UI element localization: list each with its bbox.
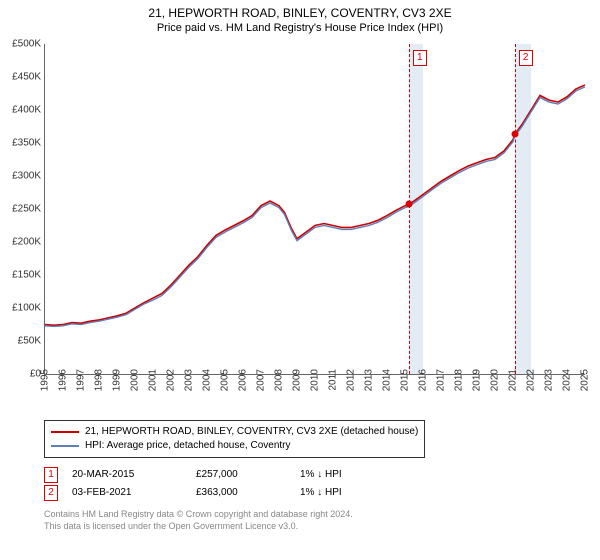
- transaction-date: 03-FEB-2021: [72, 484, 182, 502]
- x-axis-tick: 1999: [112, 369, 123, 391]
- y-axis-tick: £0: [1, 369, 41, 380]
- x-axis-tick: 2004: [202, 369, 213, 391]
- x-axis-tick: 2017: [436, 369, 447, 391]
- legend-and-footer: 21, HEPWORTH ROAD, BINLEY, COVENTRY, CV3…: [44, 420, 584, 532]
- x-axis-tick: 2012: [346, 369, 357, 391]
- x-axis-tick: 2016: [418, 369, 429, 391]
- transaction-row: 1 20-MAR-2015 £257,000 1% ↓ HPI: [44, 466, 584, 484]
- legend-item-subject: 21, HEPWORTH ROAD, BINLEY, COVENTRY, CV3…: [51, 425, 418, 439]
- footer-text: Contains HM Land Registry data © Crown c…: [44, 508, 584, 532]
- transaction-price: £257,000: [196, 466, 286, 484]
- x-axis-tick: 2001: [148, 369, 159, 391]
- legend-box: 21, HEPWORTH ROAD, BINLEY, COVENTRY, CV3…: [44, 420, 425, 458]
- x-axis-tick: 1998: [94, 369, 105, 391]
- x-axis-tick: 2021: [508, 369, 519, 391]
- x-axis-tick: 2007: [256, 369, 267, 391]
- x-axis-tick: 2005: [220, 369, 231, 391]
- legend-label: 21, HEPWORTH ROAD, BINLEY, COVENTRY, CV3…: [85, 425, 418, 439]
- y-axis-tick: £100K: [1, 303, 41, 314]
- event-vline: [515, 44, 516, 374]
- transactions-table: 1 20-MAR-2015 £257,000 1% ↓ HPI 2 03-FEB…: [44, 466, 584, 502]
- y-axis-tick: £400K: [1, 105, 41, 116]
- x-axis-tick: 2010: [310, 369, 321, 391]
- legend-swatch: [51, 445, 79, 447]
- footer-line: Contains HM Land Registry data © Crown c…: [44, 508, 584, 520]
- x-axis-tick: 2009: [292, 369, 303, 391]
- y-axis-tick: £300K: [1, 171, 41, 182]
- x-axis-tick: 2011: [328, 369, 339, 391]
- transaction-price: £363,000: [196, 484, 286, 502]
- x-axis-tick: 2022: [526, 369, 537, 391]
- y-axis-tick: £350K: [1, 138, 41, 149]
- x-axis-tick: 2006: [238, 369, 249, 391]
- event-dot: [511, 131, 518, 138]
- event-vline: [409, 44, 410, 374]
- transaction-marker: 1: [44, 467, 58, 483]
- y-axis-tick: £450K: [1, 72, 41, 83]
- y-axis-tick: £500K: [1, 39, 41, 50]
- x-axis-tick: 2013: [364, 369, 375, 391]
- footer-line: This data is licensed under the Open Gov…: [44, 520, 584, 532]
- x-axis-tick: 2008: [274, 369, 285, 391]
- x-axis-tick: 1996: [58, 369, 69, 391]
- transaction-row: 2 03-FEB-2021 £363,000 1% ↓ HPI: [44, 484, 584, 502]
- chart-container: 21, HEPWORTH ROAD, BINLEY, COVENTRY, CV3…: [0, 0, 600, 560]
- x-axis-tick: 1995: [40, 369, 51, 391]
- transaction-date: 20-MAR-2015: [72, 466, 182, 484]
- x-axis-tick: 2003: [184, 369, 195, 391]
- plot-area: £0£50K£100K£150K£200K£250K£300K£350K£400…: [44, 44, 585, 375]
- transaction-delta: 1% ↓ HPI: [300, 484, 342, 502]
- event-marker-box: 1: [413, 50, 427, 66]
- legend-label: HPI: Average price, detached house, Cove…: [85, 439, 291, 453]
- x-axis-tick: 2023: [544, 369, 555, 391]
- legend-swatch: [51, 431, 79, 433]
- transaction-marker: 2: [44, 485, 58, 501]
- line-series-layer: [45, 44, 585, 374]
- series-line-hpi: [45, 87, 585, 327]
- x-axis-tick: 2002: [166, 369, 177, 391]
- y-axis-tick: £200K: [1, 237, 41, 248]
- chart-title: 21, HEPWORTH ROAD, BINLEY, COVENTRY, CV3…: [0, 0, 600, 20]
- y-axis-tick: £50K: [1, 336, 41, 347]
- y-axis-tick: £250K: [1, 204, 41, 215]
- x-axis-tick: 2025: [580, 369, 591, 391]
- event-marker-box: 2: [519, 50, 533, 66]
- x-axis-tick: 2024: [562, 369, 573, 391]
- chart-subtitle: Price paid vs. HM Land Registry's House …: [0, 20, 600, 38]
- x-axis-tick: 2020: [490, 369, 501, 391]
- x-axis-tick: 2019: [472, 369, 483, 391]
- x-axis-tick: 1997: [76, 369, 87, 391]
- x-axis-tick: 2018: [454, 369, 465, 391]
- series-line-subject: [45, 85, 585, 325]
- y-axis-tick: £150K: [1, 270, 41, 281]
- x-axis-tick: 2000: [130, 369, 141, 391]
- x-axis-tick: 2014: [382, 369, 393, 391]
- event-dot: [405, 201, 412, 208]
- transaction-delta: 1% ↓ HPI: [300, 466, 342, 484]
- legend-item-hpi: HPI: Average price, detached house, Cove…: [51, 439, 418, 453]
